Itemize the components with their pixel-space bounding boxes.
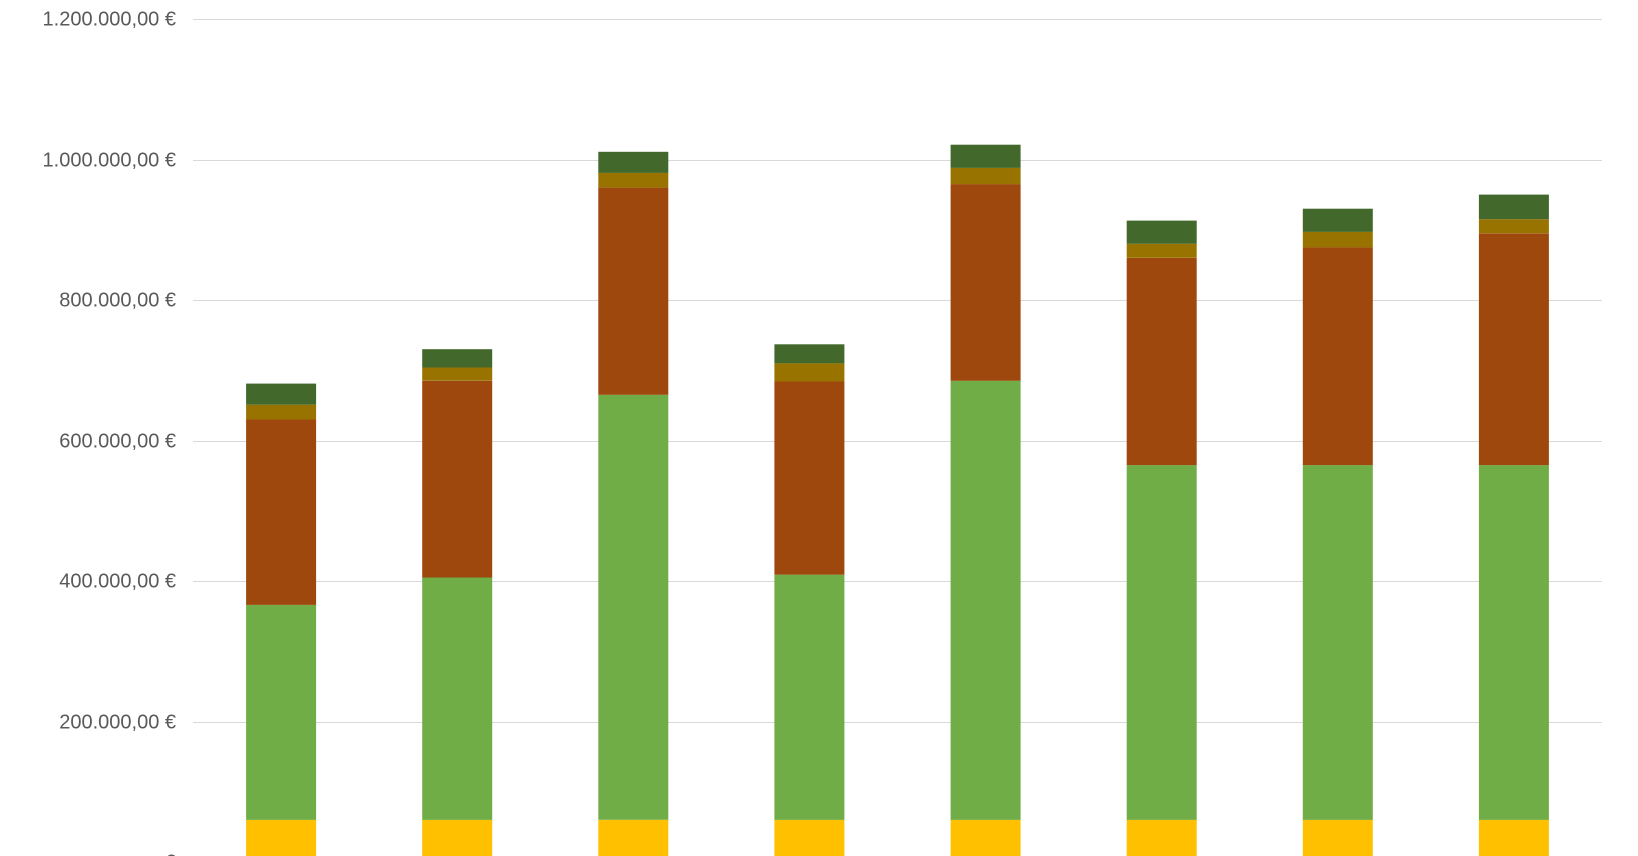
bar-stack: [950, 144, 1021, 856]
bar-segment-series-5: [950, 144, 1021, 168]
bar-segment-series-3: [1126, 257, 1197, 466]
bar-segment-series-1: [774, 819, 845, 856]
gridlines: [193, 19, 1602, 723]
y-tick-label: - €: [153, 852, 176, 856]
bar-segment-series-4: [598, 172, 669, 188]
bar-stack: [774, 344, 845, 856]
bar-segment-series-4: [1126, 243, 1197, 258]
bar-segment-series-3: [598, 187, 669, 395]
bar-segment-series-1: [1302, 819, 1373, 856]
bar-segment-series-2: [422, 577, 493, 820]
bar-segment-series-5: [1302, 208, 1373, 232]
bar-segment-series-4: [1302, 231, 1373, 248]
bar-segment-series-3: [1478, 233, 1549, 466]
bar-segment-series-2: [950, 380, 1021, 820]
bar-stack: [598, 151, 669, 856]
bar-segment-series-1: [1478, 819, 1549, 856]
y-tick-label: 200.000,00 €: [59, 712, 176, 734]
bar-segment-series-3: [246, 419, 317, 605]
bar-segment-series-1: [1126, 819, 1197, 856]
bar-segment-series-2: [246, 604, 317, 820]
bar-stack: [1302, 208, 1373, 856]
bar-segment-series-4: [1478, 219, 1549, 234]
bar-segment-series-3: [422, 380, 493, 578]
bar-segment-series-5: [1478, 194, 1549, 220]
y-tick-label: 400.000,00 €: [59, 571, 176, 593]
plot-area: [246, 144, 1549, 856]
bar-segment-series-5: [774, 344, 845, 364]
bar-segment-series-2: [598, 394, 669, 820]
y-axis: - € 200.000,00 € 400.000,00 € 600.000,00 € 8…: [43, 9, 176, 856]
y-tick-label: 1.000.000,00 €: [43, 150, 176, 172]
bar-segment-series-1: [422, 819, 493, 856]
bar-segment-series-5: [246, 383, 317, 405]
bar-segment-series-2: [1126, 465, 1197, 820]
bar-segment-series-3: [1302, 247, 1373, 466]
bar-segment-series-5: [422, 349, 493, 368]
bar-segment-series-1: [246, 819, 317, 856]
bar-segment-series-5: [1126, 220, 1197, 244]
bar-stack: [246, 383, 317, 856]
bar-segment-series-1: [950, 819, 1021, 856]
bar-segment-series-5: [598, 151, 669, 173]
bar-segment-series-4: [774, 363, 845, 382]
y-tick-label: 800.000,00 €: [59, 290, 176, 312]
bar-segment-series-2: [1478, 465, 1549, 820]
bar-stack: [1126, 220, 1197, 856]
y-tick-label: 1.200.000,00 €: [43, 9, 176, 31]
bar-segment-series-4: [950, 167, 1021, 185]
bar-segment-series-2: [774, 574, 845, 820]
bar-stack: [422, 349, 493, 856]
bar-stack: [1478, 194, 1549, 856]
bar-segment-series-3: [950, 184, 1021, 381]
y-tick-label: 600.000,00 €: [59, 431, 176, 453]
bar-segment-series-3: [774, 381, 845, 575]
bar-segment-series-2: [1302, 465, 1373, 820]
bar-segment-series-1: [598, 819, 669, 856]
bar-segment-series-4: [246, 404, 317, 420]
bar-segment-series-4: [422, 367, 493, 381]
